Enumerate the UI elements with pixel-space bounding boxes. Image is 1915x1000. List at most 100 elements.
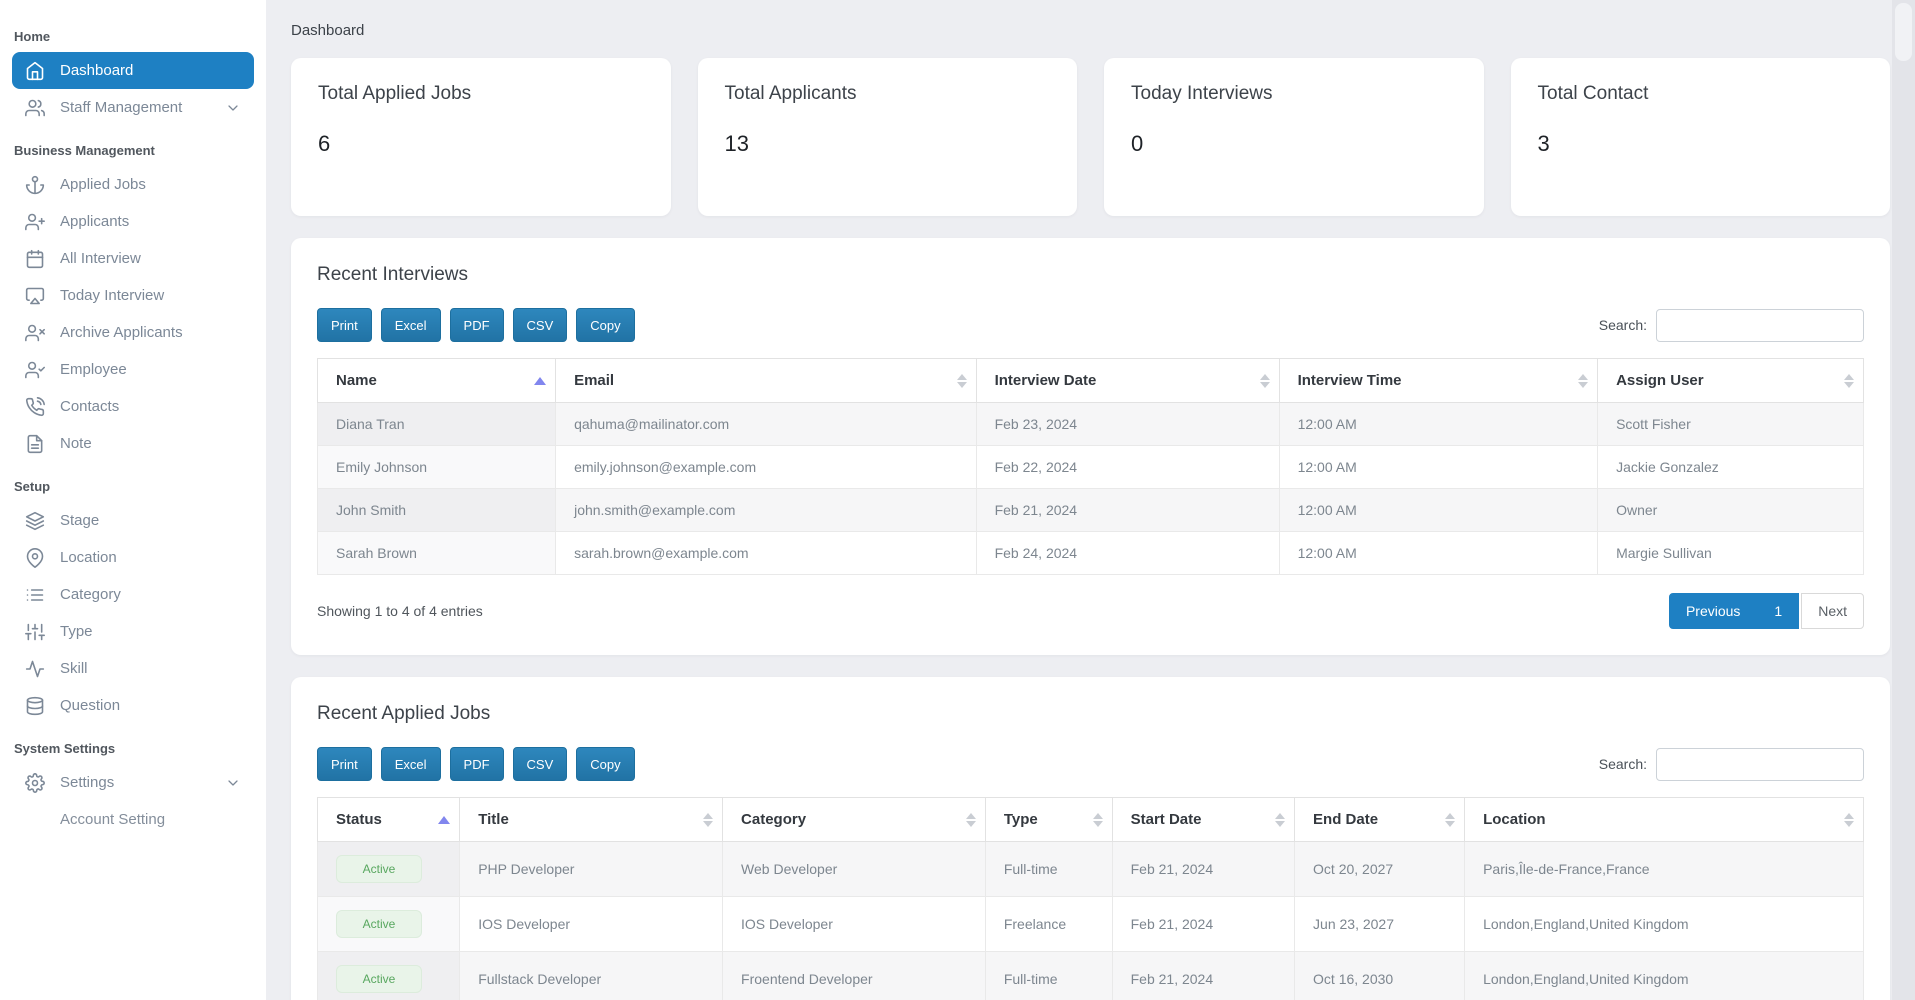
print-button[interactable]: Print bbox=[317, 747, 372, 781]
column-label: Email bbox=[574, 372, 615, 389]
entries-info: Showing 1 to 4 of 4 entries bbox=[317, 603, 483, 619]
sidebar-item-employee[interactable]: Employee bbox=[12, 351, 254, 388]
sort-icon bbox=[1844, 373, 1854, 388]
csv-button[interactable]: CSV bbox=[512, 747, 568, 781]
sidebar-item-dashboard[interactable]: Dashboard bbox=[12, 52, 254, 89]
copy-button[interactable]: Copy bbox=[576, 308, 635, 342]
sidebar-item-note[interactable]: Note bbox=[12, 425, 254, 462]
table-cell-category: IOS Developer bbox=[722, 896, 986, 952]
scrollbar-thumb[interactable] bbox=[1895, 3, 1912, 61]
toolbar: Print Excel PDF CSV Copy Search: bbox=[317, 308, 1864, 342]
table-cell-name: Emily Johnson bbox=[316, 445, 557, 489]
previous-page-button[interactable]: Previous bbox=[1668, 593, 1758, 629]
table-cell-status: Active bbox=[316, 841, 461, 897]
print-button[interactable]: Print bbox=[317, 308, 372, 342]
scrollbar-track[interactable] bbox=[1892, 0, 1915, 1000]
column-header-interview-date[interactable]: Interview Date bbox=[975, 358, 1280, 403]
sidebar-item-location[interactable]: Location bbox=[12, 539, 254, 576]
sidebar-item-type[interactable]: Type bbox=[12, 613, 254, 650]
table-cell-start-date: Feb 21, 2024 bbox=[1111, 841, 1296, 897]
table-cell-location: Paris,Île-de-France,France bbox=[1464, 841, 1864, 897]
search-input[interactable] bbox=[1656, 747, 1864, 781]
sidebar-item-label: Dashboard bbox=[60, 62, 134, 79]
column-header-category[interactable]: Category bbox=[722, 797, 986, 842]
sidebar-item-label: Contacts bbox=[60, 398, 120, 415]
sidebar-item-today-interview[interactable]: Today Interview bbox=[12, 277, 254, 314]
table-cell-status: Active bbox=[316, 896, 461, 952]
table-cell-email: john.smith@example.com bbox=[555, 488, 977, 532]
sort-icon bbox=[1259, 373, 1270, 388]
column-header-name[interactable]: Name bbox=[316, 358, 557, 403]
sidebar-item-all-interview[interactable]: All Interview bbox=[12, 240, 254, 277]
sidebar-section-label-setup: Setup bbox=[14, 479, 51, 494]
stats-row: Total Applied Jobs 6 Total Applicants 13 Tod… bbox=[291, 58, 1890, 216]
table-cell-interview-time: 12:00 AM bbox=[1278, 488, 1599, 532]
stat-label: Total Applied Jobs bbox=[318, 83, 472, 104]
table-row: Sarah Brown sarah.brown@example.com Feb 24… bbox=[316, 531, 1864, 575]
column-header-interview-time[interactable]: Interview Time bbox=[1278, 358, 1599, 403]
sidebar-item-question[interactable]: Question bbox=[12, 687, 254, 724]
column-label: Assign User bbox=[1616, 372, 1704, 389]
table-header-row: Name Email Interview Date Interview Time Ass… bbox=[316, 358, 1864, 403]
table-cell-interview-date: Feb 24, 2024 bbox=[975, 531, 1280, 575]
column-label: Location bbox=[1483, 811, 1546, 828]
page-1-button[interactable]: 1 bbox=[1757, 593, 1800, 629]
table-cell-interview-time: 12:00 AM bbox=[1278, 445, 1599, 489]
next-page-button[interactable]: Next bbox=[1801, 593, 1864, 629]
pdf-button[interactable]: PDF bbox=[449, 747, 504, 781]
column-header-end-date[interactable]: End Date bbox=[1294, 797, 1466, 842]
sidebar-item-category[interactable]: Category bbox=[12, 576, 254, 613]
sidebar-item-settings[interactable]: Settings bbox=[12, 764, 254, 801]
table-cell-location: London,England,United Kingdom bbox=[1464, 896, 1864, 952]
sort-icon bbox=[1092, 812, 1103, 827]
pdf-button[interactable]: PDF bbox=[449, 308, 504, 342]
sidebar-item-applied-jobs[interactable]: Applied Jobs bbox=[12, 166, 254, 203]
sidebar-item-stage[interactable]: Stage bbox=[12, 502, 254, 539]
stat-value: 6 bbox=[318, 131, 331, 156]
excel-button[interactable]: Excel bbox=[380, 308, 441, 342]
csv-button[interactable]: CSV bbox=[512, 308, 568, 342]
sidebar-item-account-setting[interactable]: Account Setting bbox=[12, 801, 254, 838]
table-cell-type: Full-time bbox=[984, 951, 1113, 1000]
sidebar-item-archive-applicants[interactable]: Archive Applicants bbox=[12, 314, 254, 351]
column-header-title[interactable]: Title bbox=[459, 797, 724, 842]
column-header-location[interactable]: Location bbox=[1464, 797, 1864, 842]
sidebar-item-label: Staff Management bbox=[60, 99, 183, 116]
column-label: Title bbox=[478, 811, 509, 828]
search-input[interactable] bbox=[1656, 308, 1864, 342]
search-wrap: Search: bbox=[1599, 308, 1864, 342]
sidebar-item-label: Type bbox=[60, 623, 93, 640]
column-label: Interview Time bbox=[1297, 372, 1402, 389]
sidebar-item-label: Stage bbox=[60, 512, 100, 529]
column-label: End Date bbox=[1313, 811, 1379, 828]
column-header-start-date[interactable]: Start Date bbox=[1111, 797, 1296, 842]
sidebar-item-applicants[interactable]: Applicants bbox=[12, 203, 254, 240]
sidebar-item-label: Location bbox=[60, 549, 117, 566]
sidebar-item-staff-management[interactable]: Staff Management bbox=[12, 89, 254, 126]
table-cell-start-date: Feb 21, 2024 bbox=[1111, 951, 1296, 1000]
sidebar-item-skill[interactable]: Skill bbox=[12, 650, 254, 687]
toolbar: Print Excel PDF CSV Copy Search: bbox=[317, 747, 1864, 781]
column-header-email[interactable]: Email bbox=[555, 358, 977, 403]
column-header-type[interactable]: Type bbox=[984, 797, 1113, 842]
table-cell-location: London,England,United Kingdom bbox=[1464, 951, 1864, 1000]
sidebar-item-contacts[interactable]: Contacts bbox=[12, 388, 254, 425]
panel-title: Recent Interviews bbox=[317, 264, 469, 285]
user-plus-icon bbox=[25, 212, 45, 232]
home-icon bbox=[25, 61, 45, 81]
sidebar-item-label: Note bbox=[60, 435, 92, 452]
copy-button[interactable]: Copy bbox=[576, 747, 635, 781]
user-check-icon bbox=[25, 360, 45, 380]
column-header-status[interactable]: Status bbox=[316, 797, 461, 842]
table-cell-assign-user: Jackie Gonzalez bbox=[1597, 445, 1864, 489]
sort-icon bbox=[956, 373, 967, 388]
sidebar: Home Dashboard Staff Management Business Ma… bbox=[0, 0, 266, 1000]
table-cell-assign-user: Margie Sullivan bbox=[1597, 531, 1864, 575]
column-header-assign-user[interactable]: Assign User bbox=[1597, 358, 1864, 403]
sidebar-section-label-business-management: Business Management bbox=[14, 143, 155, 158]
excel-button[interactable]: Excel bbox=[380, 747, 441, 781]
table-cell-interview-time: 12:00 AM bbox=[1278, 402, 1599, 446]
gear-icon bbox=[25, 772, 45, 793]
sidebar-section-label-system-settings: System Settings bbox=[14, 741, 116, 756]
table-cell-interview-date: Feb 21, 2024 bbox=[975, 488, 1280, 532]
